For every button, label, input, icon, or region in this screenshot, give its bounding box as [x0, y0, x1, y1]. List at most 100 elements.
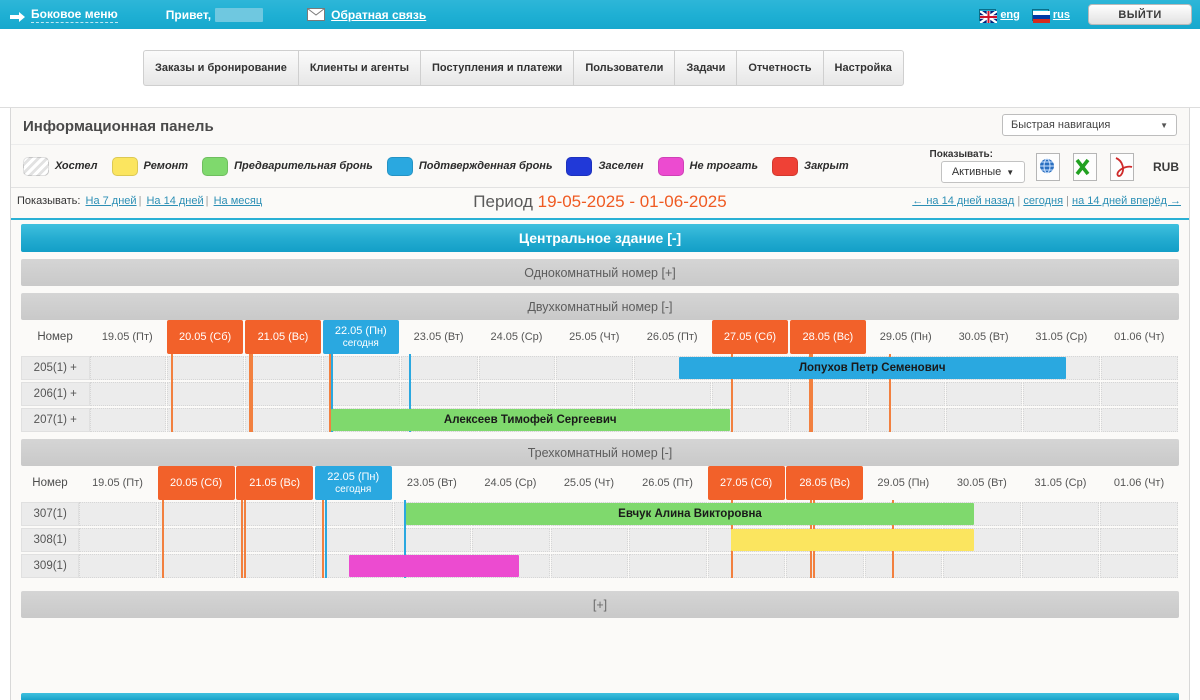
calendar-cell[interactable] — [556, 356, 634, 380]
calendar-cell[interactable] — [1023, 408, 1101, 432]
booking-bar[interactable]: Евчук Алина Викторовна — [406, 503, 974, 525]
day-header-22-05[interactable]: 22.05 (Пн) сегодня — [322, 320, 399, 354]
calendar-cell[interactable] — [1101, 382, 1179, 406]
nav-tab-settings[interactable]: Настройка — [822, 50, 904, 86]
calendar-cell[interactable] — [322, 356, 400, 380]
calendar-cell[interactable] — [945, 408, 1023, 432]
booking-bar[interactable] — [731, 529, 974, 551]
day-header-26-05[interactable]: 26.05 (Пт) — [629, 466, 707, 500]
calendar-cell[interactable] — [400, 356, 478, 380]
calendar-cell[interactable] — [89, 356, 167, 380]
day-header-30-05[interactable]: 30.05 (Вт) — [945, 320, 1022, 354]
calendar-cell[interactable] — [1023, 382, 1101, 406]
day-header-28-05[interactable]: 28.05 (Вс) — [786, 466, 864, 500]
calendar-cell[interactable] — [245, 356, 322, 380]
calendar-cell[interactable] — [712, 382, 789, 406]
nav-tab-reports[interactable]: Отчетность — [736, 50, 823, 86]
calendar-cell[interactable] — [167, 382, 245, 406]
calendar-cell[interactable] — [236, 528, 314, 552]
category-three-room[interactable]: Трехкомнатный номер [-] — [21, 439, 1179, 466]
calendar-cell[interactable] — [1021, 528, 1100, 552]
booking-bar[interactable] — [349, 555, 519, 577]
day-header-24-05[interactable]: 24.05 (Ср) — [478, 320, 555, 354]
day-header-27-05[interactable]: 27.05 (Сб) — [707, 466, 785, 500]
calendar-cell[interactable] — [236, 502, 314, 526]
range-month[interactable]: На месяц — [213, 195, 263, 207]
calendar-cell[interactable] — [89, 408, 167, 432]
calendar-cell[interactable] — [167, 408, 245, 432]
calendar-cell[interactable] — [157, 554, 236, 578]
calendar-cell[interactable] — [556, 382, 634, 406]
calendar-cell[interactable] — [79, 528, 157, 552]
calendar-cell[interactable] — [867, 408, 945, 432]
calendar-cell[interactable] — [314, 502, 393, 526]
calendar-cell[interactable] — [79, 502, 157, 526]
calendar-cell[interactable] — [867, 382, 945, 406]
room-label[interactable]: 205(1) + — [21, 356, 90, 380]
room-label[interactable]: 307(1) — [21, 502, 80, 526]
side-menu-link[interactable]: Боковое меню — [31, 6, 118, 23]
category-one-room[interactable]: Однокомнатный номер [+] — [21, 259, 1179, 286]
day-header-19-05[interactable]: 19.05 (Пт) — [89, 320, 166, 354]
day-header-28-05[interactable]: 28.05 (Вс) — [789, 320, 867, 354]
period-back-link[interactable]: ← на 14 дней назад — [912, 195, 1015, 207]
category-two-room[interactable]: Двухкомнатный номер [-] — [21, 293, 1179, 320]
calendar-cell[interactable] — [472, 528, 550, 552]
day-header-23-05[interactable]: 23.05 (Вт) — [400, 320, 477, 354]
building-header[interactable]: Центральное здание [-] — [21, 224, 1179, 252]
calendar-cell[interactable] — [789, 382, 867, 406]
day-header-31-05[interactable]: 31.05 (Ср) — [1023, 320, 1100, 354]
day-header-24-05[interactable]: 24.05 (Ср) — [471, 466, 549, 500]
room-label[interactable]: 206(1) + — [21, 382, 90, 406]
calendar-cell[interactable] — [1021, 554, 1100, 578]
calendar-cell[interactable] — [864, 554, 943, 578]
calendar-cell[interactable] — [707, 554, 786, 578]
period-forward-link[interactable]: на 14 дней вперёд → — [1072, 195, 1181, 207]
feedback-link[interactable]: Обратная связь — [331, 7, 427, 22]
quick-navigation-select[interactable]: Быстрая навигация ▼ — [1002, 114, 1177, 136]
lang-eng-label[interactable]: eng — [1000, 8, 1020, 21]
day-header-01-06[interactable]: 01.06 (Чт) — [1101, 320, 1178, 354]
calendar-cell[interactable] — [314, 528, 393, 552]
calendar-cell[interactable] — [1100, 554, 1178, 578]
room-label[interactable]: 309(1) — [21, 554, 80, 578]
calendar-cell[interactable] — [1101, 356, 1179, 380]
calendar-cell[interactable] — [245, 408, 322, 432]
calendar-cell[interactable] — [400, 382, 478, 406]
calendar-cell[interactable] — [79, 554, 157, 578]
calendar-cell[interactable] — [1100, 528, 1178, 552]
calendar-cell[interactable] — [322, 382, 400, 406]
calendar-cell[interactable] — [245, 382, 322, 406]
calendar-cell[interactable] — [786, 554, 864, 578]
calendar-cell[interactable] — [157, 528, 236, 552]
calendar-cell[interactable] — [634, 382, 712, 406]
calendar-cell[interactable] — [478, 356, 556, 380]
calendar-cell[interactable] — [629, 528, 707, 552]
range-7-days[interactable]: На 7 дней — [85, 195, 137, 207]
booking-bar[interactable]: Алексеев Тимофей Сергеевич — [331, 409, 730, 431]
day-header-01-06[interactable]: 01.06 (Чт) — [1100, 466, 1178, 500]
pdf-doc-icon[interactable] — [1108, 152, 1136, 182]
day-header-25-05[interactable]: 25.05 (Чт) — [550, 466, 628, 500]
calendar-cell[interactable] — [1100, 502, 1178, 526]
day-header-21-05[interactable]: 21.05 (Вс) — [244, 320, 322, 354]
booking-bar[interactable]: Лопухов Петр Семенович — [679, 357, 1066, 379]
calendar-cell[interactable] — [89, 382, 167, 406]
day-header-29-05[interactable]: 29.05 (Пн) — [867, 320, 944, 354]
calendar-cell[interactable] — [550, 554, 629, 578]
nav-tab-users[interactable]: Пользователи — [573, 50, 675, 86]
range-14-days[interactable]: На 14 дней — [146, 195, 204, 207]
day-header-31-05[interactable]: 31.05 (Ср) — [1021, 466, 1099, 500]
lang-eng[interactable]: eng — [979, 8, 1020, 24]
nav-tab-tasks[interactable]: Задачи — [674, 50, 737, 86]
excel-doc-icon[interactable] — [1071, 152, 1099, 182]
day-header-20-05[interactable]: 20.05 (Сб) — [157, 466, 235, 500]
day-header-20-05[interactable]: 20.05 (Сб) — [166, 320, 244, 354]
day-header-29-05[interactable]: 29.05 (Пн) — [864, 466, 942, 500]
lang-rus[interactable]: rus — [1031, 8, 1070, 23]
calendar-cell[interactable] — [1021, 502, 1100, 526]
calendar-cell[interactable] — [167, 356, 245, 380]
room-label[interactable]: 308(1) — [21, 528, 80, 552]
day-header-23-05[interactable]: 23.05 (Вт) — [393, 466, 471, 500]
globe-doc-icon[interactable] — [1034, 152, 1062, 182]
